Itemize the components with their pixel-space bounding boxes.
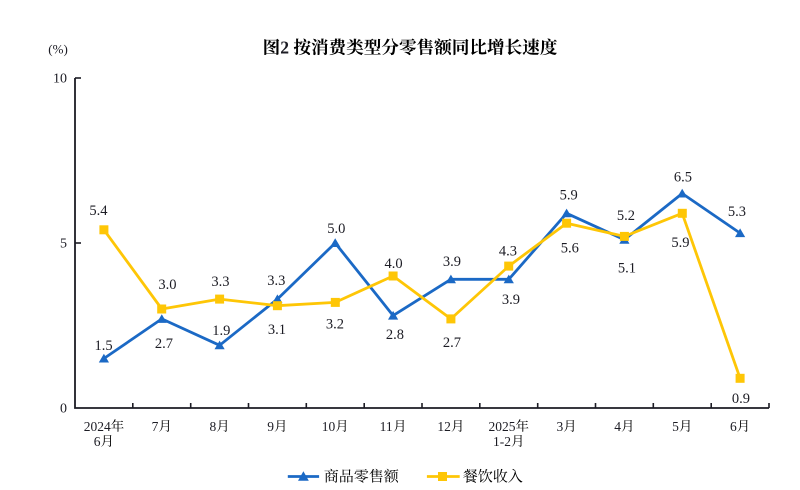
svg-text:2.8: 2.8: [386, 327, 404, 343]
svg-text:2: 2: [280, 38, 289, 58]
svg-text:11: 11: [380, 419, 393, 434]
svg-text:7: 7: [152, 419, 159, 434]
svg-text:5.0: 5.0: [327, 221, 345, 237]
svg-text:4: 4: [614, 419, 621, 434]
svg-text:6.5: 6.5: [674, 169, 692, 185]
svg-text:10: 10: [53, 72, 67, 87]
svg-text:1-2: 1-2: [493, 434, 511, 449]
svg-text:3.3: 3.3: [211, 274, 229, 290]
svg-text:10: 10: [322, 419, 336, 434]
svg-text:5.9: 5.9: [560, 188, 578, 204]
svg-text:2.7: 2.7: [155, 336, 173, 352]
svg-text:0.9: 0.9: [732, 391, 750, 407]
svg-text:4.0: 4.0: [385, 256, 403, 272]
svg-text:3.9: 3.9: [502, 292, 520, 308]
svg-text:1.5: 1.5: [95, 338, 113, 354]
svg-text:3.1: 3.1: [268, 322, 286, 338]
svg-text:4.3: 4.3: [499, 243, 517, 259]
svg-text:5.1: 5.1: [618, 260, 636, 276]
svg-text:3: 3: [557, 419, 564, 434]
svg-text:12: 12: [437, 419, 451, 434]
svg-text:0: 0: [60, 402, 67, 417]
svg-text:2.7: 2.7: [443, 335, 461, 351]
svg-text:3.2: 3.2: [326, 316, 344, 332]
svg-text:5.4: 5.4: [89, 203, 108, 219]
svg-text:9: 9: [267, 419, 274, 434]
svg-text:3.9: 3.9: [443, 254, 461, 270]
svg-text:5.6: 5.6: [561, 240, 579, 256]
svg-text:6: 6: [94, 434, 101, 449]
svg-text:5: 5: [672, 419, 679, 434]
svg-text:2024: 2024: [84, 419, 111, 434]
svg-text:(%): (%): [48, 42, 68, 57]
svg-text:5: 5: [60, 237, 67, 252]
svg-text:2025: 2025: [489, 419, 516, 434]
svg-text:5.9: 5.9: [671, 235, 689, 251]
svg-text:3.0: 3.0: [158, 277, 176, 293]
svg-text:1.9: 1.9: [212, 323, 230, 339]
svg-text:8: 8: [210, 419, 217, 434]
svg-text:5.3: 5.3: [728, 204, 746, 220]
svg-text:3.3: 3.3: [267, 273, 285, 289]
svg-text:5.2: 5.2: [617, 208, 635, 224]
svg-text:6: 6: [730, 419, 737, 434]
